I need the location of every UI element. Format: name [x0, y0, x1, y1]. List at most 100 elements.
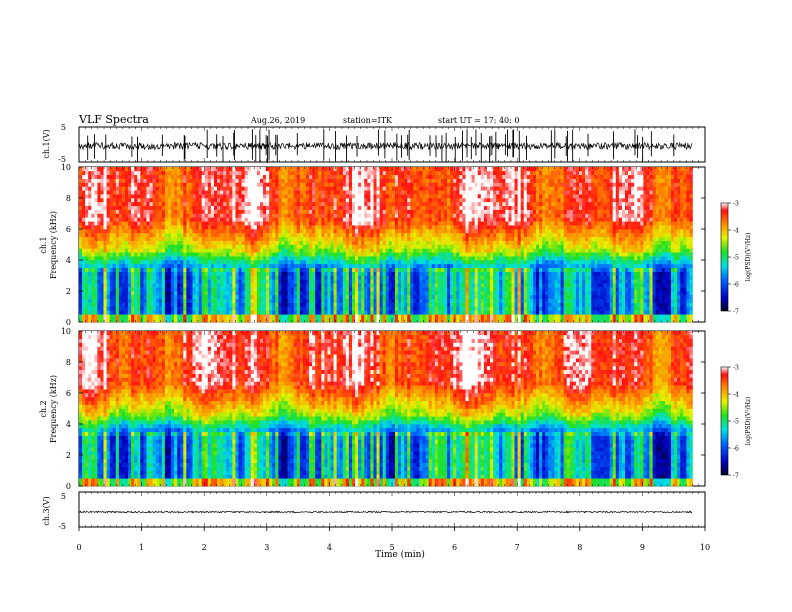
spectrogram-cell — [447, 190, 451, 195]
spectrogram-cell — [167, 256, 172, 261]
spectrogram-cell — [143, 236, 147, 241]
spectrogram-cell — [419, 174, 423, 179]
spectrogram-cell — [232, 244, 236, 249]
spectrogram-cell — [428, 248, 433, 253]
spectrogram-cell — [223, 190, 227, 195]
spectrogram-cell — [324, 298, 328, 303]
spectrogram-cell — [278, 201, 282, 207]
spectrogram-cell — [391, 291, 396, 296]
spectrogram-cell — [385, 291, 390, 296]
spectrogram-cell — [152, 198, 156, 203]
spectrogram-cell — [82, 291, 86, 296]
spectrogram-cell — [318, 252, 322, 257]
spectrogram-cell — [422, 186, 426, 191]
spectrogram-cell — [152, 213, 156, 218]
spectrogram-cell — [401, 167, 405, 172]
spectrogram-cell — [296, 178, 301, 183]
spectrogram-cell — [91, 209, 95, 214]
spectrogram-cell — [284, 279, 288, 284]
spectrogram-cell — [330, 283, 334, 288]
spectrogram-cell — [121, 310, 126, 315]
spectrogram-cell — [373, 318, 377, 323]
spectrogram-cell — [149, 167, 153, 172]
spectrogram-cell — [88, 271, 92, 276]
spectrogram-cell — [358, 244, 362, 249]
spectrogram-cell — [318, 198, 322, 203]
spectrogram-cell — [355, 182, 359, 187]
spectrogram-cell — [180, 209, 184, 214]
spectrogram-cell — [367, 271, 371, 276]
spectrogram-cell — [192, 310, 196, 315]
spectrogram-cell — [244, 225, 249, 230]
spectrogram-cell — [345, 190, 350, 195]
spectrogram-cell — [401, 302, 405, 307]
spectrogram-cell — [434, 198, 439, 203]
spectrogram-cell — [385, 174, 390, 179]
spectrogram-cell — [284, 167, 288, 172]
spectrogram-cell — [171, 201, 175, 207]
spectrogram-cell — [121, 256, 126, 261]
spectrogram-cell — [385, 182, 390, 187]
spectrogram-cell — [235, 267, 239, 272]
spectrogram-cell — [180, 174, 184, 179]
spectrogram-cell — [398, 287, 402, 292]
spectrogram-cell — [302, 267, 307, 272]
spectrogram-cell — [229, 178, 233, 183]
spectrogram-cell — [232, 221, 236, 226]
spectrogram-cell — [287, 198, 291, 203]
spectrogram-cell — [201, 306, 206, 311]
spectrogram-cell — [284, 178, 288, 183]
spectrogram-cell — [158, 229, 163, 234]
spectrogram-cell — [275, 170, 279, 176]
spectrogram-cell — [450, 167, 454, 172]
spectrogram-cell — [382, 283, 387, 288]
spectrogram-cell — [447, 294, 451, 300]
spectrogram-cell — [164, 194, 169, 199]
spectrogram-cell — [253, 201, 258, 207]
spectrogram-cell — [401, 275, 405, 280]
spectrogram-cell — [391, 190, 396, 195]
spectrogram-cell — [453, 240, 457, 245]
spectrogram-cell — [201, 190, 206, 195]
spectrogram-cell — [143, 225, 147, 230]
spectrogram-cell — [152, 310, 156, 315]
spectrogram-cell — [183, 263, 187, 269]
spectrogram-cell — [152, 217, 156, 222]
spectrogram-cell — [450, 310, 454, 315]
spectrogram-cell — [94, 225, 98, 230]
spectrogram-cell — [183, 167, 187, 172]
spectrogram-cell — [299, 294, 304, 300]
spectrogram-cell — [164, 221, 169, 226]
spectrogram-cell — [413, 291, 417, 296]
spectrogram-cell — [198, 236, 202, 241]
spectrogram-cell — [321, 291, 325, 296]
spectrogram-cell — [263, 170, 267, 176]
spectrogram-cell — [207, 167, 212, 172]
spectrogram-cell — [192, 240, 196, 245]
spectrogram-cell — [241, 213, 245, 218]
date-label: Aug.26, 2019 — [250, 116, 305, 125]
spectrogram-cell — [97, 174, 101, 179]
spectrogram-cell — [88, 225, 92, 230]
spectrogram-cell — [440, 236, 445, 241]
spectrogram-cell — [272, 275, 276, 280]
spectrogram-cell — [352, 244, 356, 249]
spectrogram-cell — [318, 209, 322, 214]
spectrogram-cell — [118, 267, 123, 272]
spectrogram-cell — [336, 318, 341, 323]
spectrogram-cell — [305, 267, 310, 272]
spectrogram-cell — [275, 310, 279, 315]
spectrogram-cell — [407, 252, 411, 257]
spectrogram-cell — [305, 283, 310, 288]
spectrogram-cell — [281, 186, 285, 191]
spectrogram-cell — [259, 302, 264, 307]
spectrogram-cell — [364, 298, 368, 303]
spectrogram-cell — [106, 221, 110, 226]
spectrogram-cell — [287, 232, 291, 238]
spectrogram-cell — [410, 240, 414, 245]
spectrogram-cell — [391, 186, 396, 191]
spectrogram-cell — [125, 267, 129, 272]
spectrogram-cell — [137, 318, 141, 323]
spectrogram-cell — [167, 201, 172, 207]
spectrogram-cell — [299, 240, 304, 245]
